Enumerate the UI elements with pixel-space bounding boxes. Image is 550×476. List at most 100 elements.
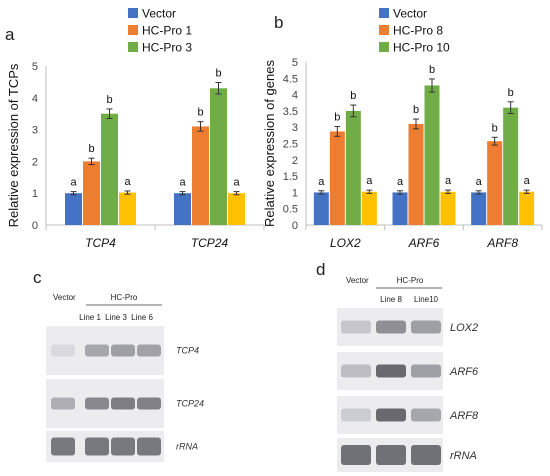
significance-label: a [233, 177, 240, 189]
y-tick-label: 3 [292, 122, 298, 134]
category-label: LOX2 [330, 236, 361, 250]
blot-band [341, 408, 371, 422]
blot-gene-label: ARF8 [449, 410, 479, 422]
y-tick-label: 5 [32, 61, 38, 73]
blot-group-label: HC-Pro [111, 293, 138, 302]
bar [345, 110, 361, 225]
bar [83, 161, 100, 225]
bar [101, 113, 118, 225]
lane-label: Line10 [414, 295, 439, 304]
blot-band [51, 437, 75, 456]
blot-band [411, 320, 441, 334]
lane-label: Line 1 [79, 313, 101, 322]
category-label: ARF8 [486, 236, 518, 250]
y-tick-label: 0.5 [283, 204, 298, 216]
y-tick-label: 4 [292, 90, 298, 102]
blot-band [137, 344, 161, 357]
significance-label: a [179, 177, 186, 189]
blot-panel-d: d Vector HC-Pro Line 8 Line10 LOX2 ARF6 ARF8 rRN… [316, 260, 479, 472]
bar [313, 192, 329, 225]
significance-label: a [318, 176, 325, 188]
blot-gene-label: TCP4 [176, 346, 199, 356]
significance-label: b [350, 90, 356, 102]
y-tick-label: 4.5 [283, 73, 298, 85]
blot-band [51, 344, 75, 357]
blot-band [376, 408, 406, 422]
significance-label: b [197, 107, 203, 119]
blot-band [137, 397, 161, 410]
blot-gene-label: rRNA [450, 450, 477, 462]
blot-gene-label: TCP24 [176, 399, 204, 409]
y-tick-label: 4 [32, 93, 38, 105]
legend-label: HC-Pro 10 [393, 41, 450, 55]
y-tick-label: 1 [32, 188, 38, 200]
category-label: TCP24 [191, 236, 229, 250]
lane-label: Line 3 [105, 313, 127, 322]
legend-swatch [128, 42, 138, 52]
bar [487, 141, 503, 225]
y-axis-title: Relative expression of TCPs [6, 63, 21, 227]
legend-swatch [128, 8, 138, 18]
panel-label: c [33, 268, 42, 287]
legend-swatch [128, 25, 138, 35]
blot-vector-label: Vector [346, 276, 369, 285]
significance-label: b [88, 143, 94, 155]
blot-band [137, 437, 161, 456]
legend-swatch [379, 42, 389, 52]
legend-swatch [379, 8, 389, 18]
bar [174, 193, 191, 225]
blot-band [376, 364, 406, 378]
legend-swatch [379, 25, 389, 35]
panel-label: a [5, 25, 15, 44]
bar [503, 107, 519, 225]
lane-label: Line 6 [131, 313, 153, 322]
y-tick-label: 3.5 [283, 106, 298, 118]
blot-band [411, 364, 441, 378]
significance-label: b [508, 87, 514, 99]
significance-label: a [124, 176, 131, 188]
y-tick-label: 2 [292, 155, 298, 167]
bar-chart-a: a 0 1 2 3 4 5 Relative expression of TCPs a b b a TC… [5, 7, 265, 250]
blot-gene-label: rRNA [176, 442, 198, 452]
blot-band [376, 445, 406, 465]
significance-label: b [413, 104, 419, 116]
y-tick-label: 3 [32, 125, 38, 137]
legend-label: HC-Pro 3 [142, 41, 192, 55]
blot-band [376, 320, 406, 334]
significance-label: a [476, 176, 483, 188]
category-label: TCP4 [85, 236, 116, 250]
significance-label: b [106, 94, 112, 106]
y-tick-label: 1.5 [283, 171, 298, 183]
significance-label: a [397, 176, 404, 188]
bar [408, 123, 424, 225]
panel-label: d [316, 260, 325, 279]
legend-label: HC-Pro 1 [142, 24, 192, 38]
blot-band [411, 445, 441, 465]
blot-vector-label: Vector [53, 293, 76, 302]
blot-band [341, 364, 371, 378]
bar [392, 192, 408, 225]
blot-band [341, 445, 371, 465]
y-tick-label: 5 [292, 57, 298, 69]
y-tick-label: 0 [292, 220, 298, 232]
legend-label: HC-Pro 8 [393, 24, 443, 38]
blot-gene-label: LOX2 [450, 322, 478, 334]
blot-band [341, 320, 371, 334]
bar [519, 191, 535, 225]
lane-label: Line 8 [380, 295, 402, 304]
y-tick-label: 0 [32, 220, 38, 232]
significance-label: a [366, 175, 373, 187]
bar [471, 192, 487, 225]
bar [329, 131, 345, 225]
panel-label: b [274, 13, 283, 32]
significance-label: b [215, 68, 221, 80]
significance-label: b [334, 112, 340, 124]
blot-band [51, 397, 75, 410]
legend-label: Vector [393, 7, 427, 21]
bar [424, 85, 440, 225]
significance-label: a [70, 177, 77, 189]
bar [192, 126, 209, 225]
category-label: ARF6 [408, 236, 440, 250]
y-axis-title: Relative expression of genes [262, 60, 277, 227]
